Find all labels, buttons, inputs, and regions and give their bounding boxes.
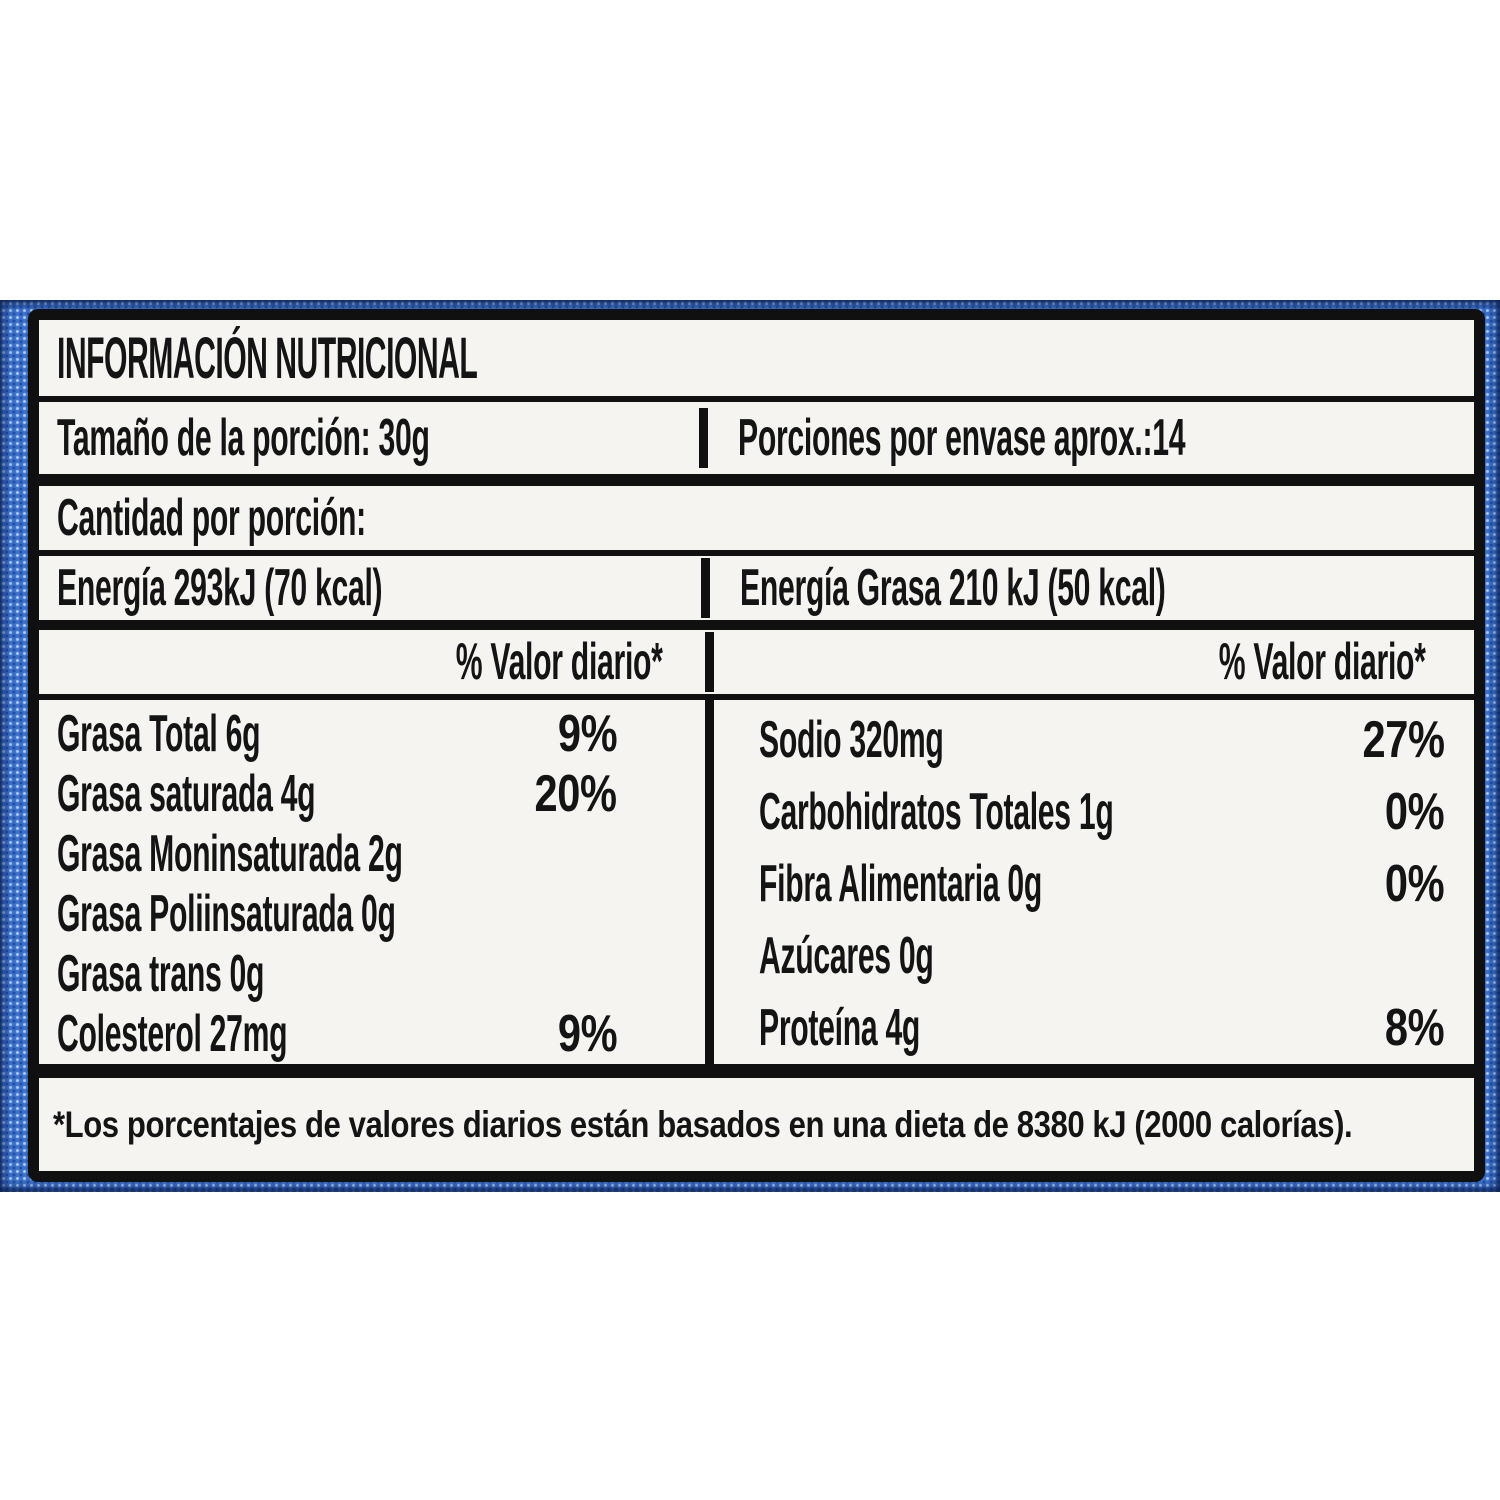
daily-value-header-right: % Valor diario* [1219, 633, 1426, 691]
package-blue-band: INFORMACIÓN NUTRICIONAL Tamaño de la por… [0, 300, 1500, 1192]
nutrient-dv-cell: 9% [543, 1004, 705, 1064]
nutrient-line: Proteína 4g 8% [759, 992, 1494, 1064]
serving-row: Tamaño de la porción: 30g Porciones por … [39, 402, 1474, 486]
nutrients-left-column: Grasa Total 6g 9% Grasa saturada 4g 20% … [39, 700, 705, 1064]
nutrient-name: Sodio 320mg [758, 711, 944, 769]
nutrient-name: Grasa saturada 4g [57, 765, 316, 823]
daily-value-header-right-cell: % Valor diario* [704, 632, 1474, 692]
servings-per-package-cell: Porciones por envase aprox.:14 [699, 408, 1500, 468]
nutrient-line: Colesterol 27mg 9% [57, 1004, 705, 1064]
nutrient-dv: 9% [557, 1005, 618, 1063]
energy-from-fat-text: Energía Grasa 210 kJ (50 kcal) [740, 559, 1166, 617]
nutrient-name: Colesterol 27mg [57, 1005, 288, 1063]
amount-per-serving-text: Cantidad por porción: [57, 489, 366, 547]
nutrient-line: Azúcares 0g [759, 920, 1494, 992]
nutrient-dv-cell: 8% [1370, 998, 1494, 1058]
energy-from-fat-cell: Energía Grasa 210 kJ (50 kcal) [701, 558, 1474, 618]
nutrient-name: Grasa Poliinsaturada 0g [57, 885, 396, 943]
energy-total-cell: Energía 293kJ (70 kcal) [39, 558, 701, 618]
energy-total-text: Energía 293kJ (70 kcal) [57, 559, 383, 617]
nutrient-dv-cell: 27% [1342, 710, 1495, 770]
nutrient-dv: 9% [557, 705, 618, 763]
nutrient-line: Grasa Poliinsaturada 0g [57, 884, 705, 944]
nutrient-line: Grasa Total 6g 9% [57, 704, 705, 764]
daily-value-header-row: % Valor diario* % Valor diario* [39, 630, 1474, 700]
nutrient-name: Carbohidratos Totales 1g [758, 783, 1114, 841]
nutrient-dv: 27% [1362, 711, 1445, 769]
nutrient-dv-cell: 0% [1370, 782, 1494, 842]
nutrition-facts-label: INFORMACIÓN NUTRICIONAL Tamaño de la por… [28, 309, 1485, 1182]
nutrient-name: Grasa Moninsaturada 2g [57, 825, 403, 883]
nutrient-line: Grasa saturada 4g 20% [57, 764, 705, 824]
nutrient-name: Grasa Total 6g [57, 705, 261, 763]
energy-row: Energía 293kJ (70 kcal) Energía Grasa 21… [39, 556, 1474, 630]
nutrients-row: Grasa Total 6g 9% Grasa saturada 4g 20% … [39, 700, 1474, 1078]
nutrient-dv: 8% [1384, 999, 1445, 1057]
serving-size-text: Tamaño de la porción: 30g [57, 409, 430, 467]
nutrients-right-column: Sodio 320mg 27% Carbohidratos Totales 1g… [704, 700, 1494, 1064]
daily-value-header-left-cell: % Valor diario* [39, 632, 705, 692]
nutrient-line: Grasa trans 0g [57, 944, 705, 1004]
serving-size-cell: Tamaño de la porción: 30g [39, 408, 699, 468]
nutrient-dv-cell: 0% [1370, 854, 1494, 914]
label-title: INFORMACIÓN NUTRICIONAL [57, 325, 478, 391]
nutrient-line: Grasa Moninsaturada 2g [57, 824, 705, 884]
nutrient-dv: 0% [1384, 855, 1445, 913]
amount-per-serving-row: Cantidad por porción: [39, 486, 1474, 556]
nutrient-line: Carbohidratos Totales 1g 0% [759, 776, 1494, 848]
footnote-row: *Los porcentajes de valores diarios está… [39, 1078, 1474, 1171]
nutrient-line: Fibra Alimentaria 0g 0% [759, 848, 1494, 920]
nutrient-dv-cell [1444, 926, 1494, 986]
nutrient-dv-cell: 20% [514, 764, 705, 824]
nutrient-dv-cell: 9% [543, 704, 705, 764]
nutrient-dv-cell [617, 944, 705, 1004]
nutrient-dv: 0% [1384, 783, 1445, 841]
servings-per-package-text: Porciones por envase aprox.:14 [738, 409, 1186, 467]
footnote-text: *Los porcentajes de valores diarios está… [53, 1103, 1353, 1145]
label-title-row: INFORMACIÓN NUTRICIONAL [39, 320, 1474, 402]
nutrient-line: Sodio 320mg 27% [759, 704, 1494, 776]
nutrient-name: Fibra Alimentaria 0g [758, 855, 1042, 913]
nutrient-name: Proteína 4g [758, 999, 920, 1057]
nutrient-name: Grasa trans 0g [57, 945, 265, 1003]
daily-value-header-left: % Valor diario* [455, 633, 663, 691]
nutrient-dv: 20% [534, 765, 617, 823]
nutrient-name: Azúcares 0g [758, 927, 934, 985]
